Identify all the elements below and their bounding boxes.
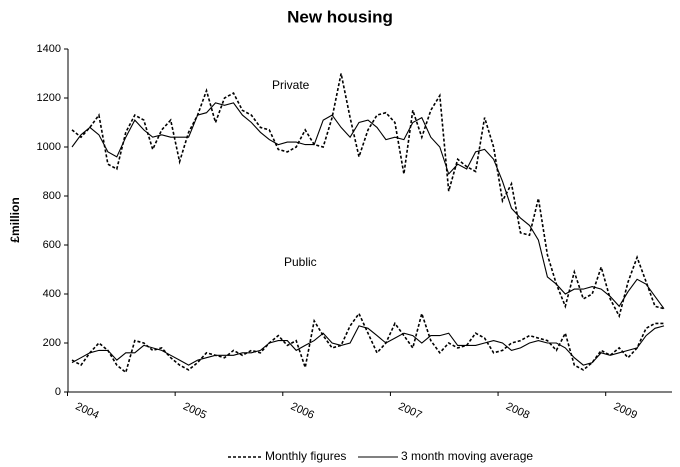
y-axis-label: £million xyxy=(8,197,22,242)
x-tick-label: 2005 xyxy=(181,400,208,421)
series-line xyxy=(71,102,665,310)
series-annotation: Private xyxy=(272,78,310,92)
y-tick-label: 0 xyxy=(55,386,61,398)
series-line xyxy=(71,310,664,374)
x-tick-label: 2006 xyxy=(289,400,316,421)
x-tick-label: 2004 xyxy=(74,400,101,421)
series-annotation: Public xyxy=(284,255,317,269)
chart-title: New housing xyxy=(287,7,393,26)
legend-label: 3 month moving average xyxy=(401,449,533,463)
x-tick-label: 2007 xyxy=(396,400,423,421)
y-tick-label: 200 xyxy=(43,337,61,349)
y-tick-label: 1400 xyxy=(37,43,61,55)
y-tick-label: 600 xyxy=(43,239,61,251)
y-tick-label: 1200 xyxy=(37,92,61,104)
x-tick-label: 2009 xyxy=(612,400,639,421)
series-line xyxy=(71,73,665,319)
series-line xyxy=(71,325,665,366)
x-tick-label: 2008 xyxy=(504,400,531,421)
legend-label: Monthly figures xyxy=(265,449,346,463)
y-tick-label: 800 xyxy=(43,190,61,202)
y-tick-label: 1000 xyxy=(37,141,61,153)
y-tick-label: 400 xyxy=(43,288,61,300)
